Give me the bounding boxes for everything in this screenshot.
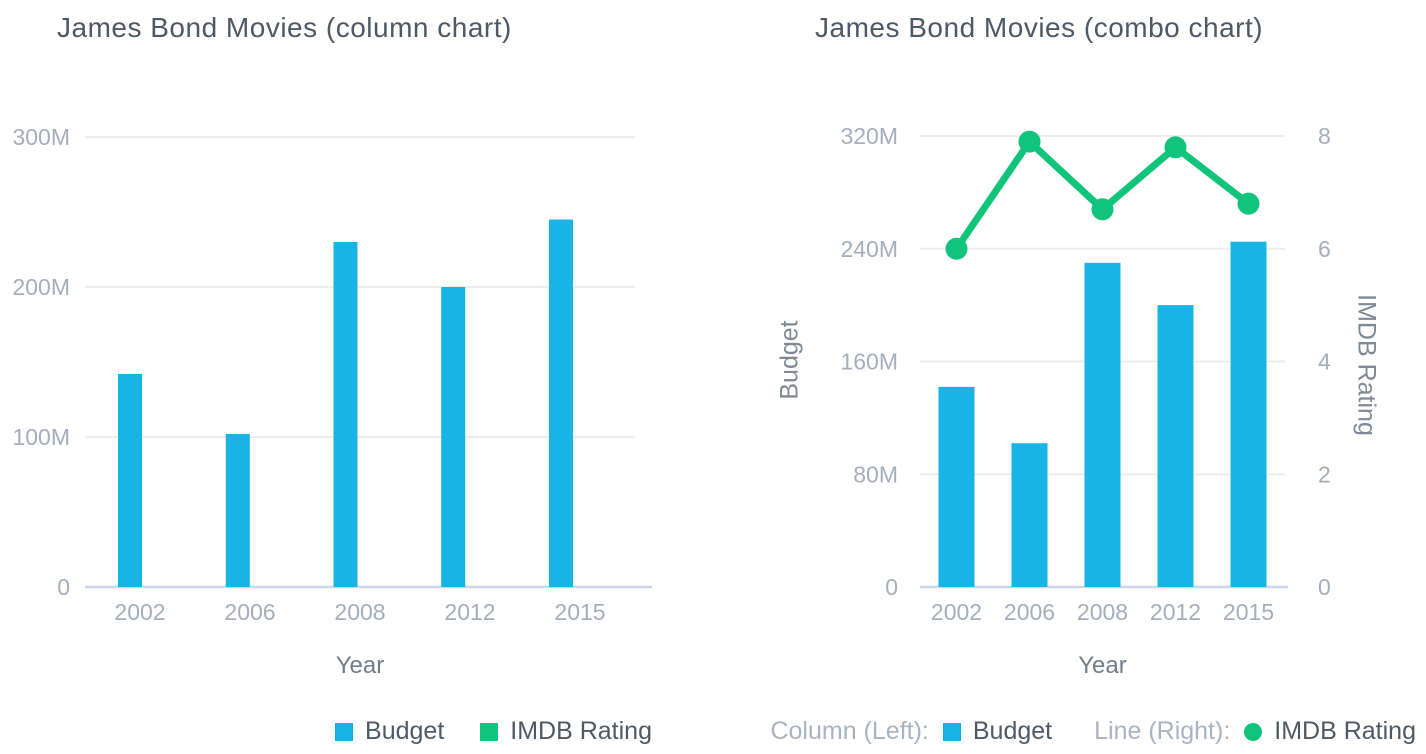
budget-bar <box>118 374 142 587</box>
x-tick-label: 2002 <box>931 599 982 625</box>
right-y-tick-label: 6 <box>1318 236 1331 262</box>
budget-bar <box>549 219 573 587</box>
y-tick-label: 0 <box>885 574 898 600</box>
budget-bar <box>333 242 358 587</box>
imdb-rating-line <box>953 138 1252 253</box>
x-tick-label: 2006 <box>1004 599 1055 625</box>
legend-item-budget[interactable]: Budget <box>335 717 444 746</box>
y-tick-label: 320M <box>840 123 898 149</box>
budget-bar <box>1084 262 1121 587</box>
x-tick-label: 2008 <box>334 599 385 625</box>
budget-bar <box>1230 241 1267 587</box>
combo-chart-title: James Bond Movies (combo chart) <box>815 12 1264 43</box>
imdb-rating-swatch-icon <box>1244 722 1263 741</box>
combo-chart-legend: Column (Left): Budget Line (Right): IMDB Ra… <box>700 717 1416 746</box>
combo-chart-left-y-axis-title: Budget <box>775 320 804 400</box>
y-tick-label: 200M <box>12 274 70 300</box>
x-tick-label: 2012 <box>444 599 495 625</box>
legend-prefix: Column (Left): <box>770 717 929 745</box>
imdb-rating-swatch-icon <box>480 722 499 741</box>
legend-item-budget[interactable]: Column (Left): Budget <box>770 717 1052 746</box>
y-tick-label: 300M <box>12 124 70 150</box>
budget-swatch-icon <box>335 722 354 741</box>
budget-swatch-icon <box>942 722 961 741</box>
x-tick-label: 2015 <box>1223 599 1274 625</box>
imdb-rating-point <box>1018 130 1041 153</box>
budget-bar <box>938 386 975 587</box>
column-chart-x-axis-title: Year <box>335 652 385 679</box>
combo-chart-x-axis-title: Year <box>1078 652 1127 679</box>
legend-label: IMDB Rating <box>510 717 652 745</box>
imdb-rating-point <box>1091 198 1114 221</box>
imdb-rating-point <box>1237 192 1260 215</box>
column-chart-legend: Budget IMDB Rating <box>0 717 652 746</box>
y-tick-label: 0 <box>57 574 70 600</box>
y-tick-label: 80M <box>853 461 898 487</box>
y-tick-label: 240M <box>840 236 898 262</box>
legend-label: Budget <box>365 717 445 745</box>
right-y-tick-label: 2 <box>1318 461 1331 487</box>
right-y-tick-label: 0 <box>1318 574 1331 600</box>
x-tick-label: 2015 <box>554 599 605 625</box>
budget-bar <box>441 287 466 587</box>
legend-label: Budget <box>972 717 1053 745</box>
legend-item-imdb-rating[interactable]: Line (Right): IMDB Rating <box>1094 717 1416 746</box>
combo-chart-right-y-axis-title: IMDB Rating <box>1352 294 1381 436</box>
right-y-tick-label: 4 <box>1318 349 1331 375</box>
y-tick-label: 100M <box>12 424 70 450</box>
budget-bar <box>225 434 250 587</box>
legend-prefix: Line (Right): <box>1094 717 1231 745</box>
column-chart-title: James Bond Movies (column chart) <box>57 12 512 43</box>
budget-bar <box>1157 305 1194 587</box>
budget-bar <box>1011 443 1048 587</box>
legend-label: IMDB Rating <box>1274 717 1416 745</box>
imdb-rating-point <box>1164 136 1187 159</box>
imdb-rating-point <box>945 237 968 260</box>
x-tick-label: 2002 <box>114 599 165 625</box>
x-tick-label: 2006 <box>224 599 275 625</box>
x-tick-label: 2008 <box>1077 599 1128 625</box>
y-tick-label: 160M <box>840 349 898 375</box>
x-tick-label: 2012 <box>1150 599 1201 625</box>
right-y-tick-label: 8 <box>1318 123 1331 149</box>
legend-item-imdb-rating[interactable]: IMDB Rating <box>480 717 652 746</box>
